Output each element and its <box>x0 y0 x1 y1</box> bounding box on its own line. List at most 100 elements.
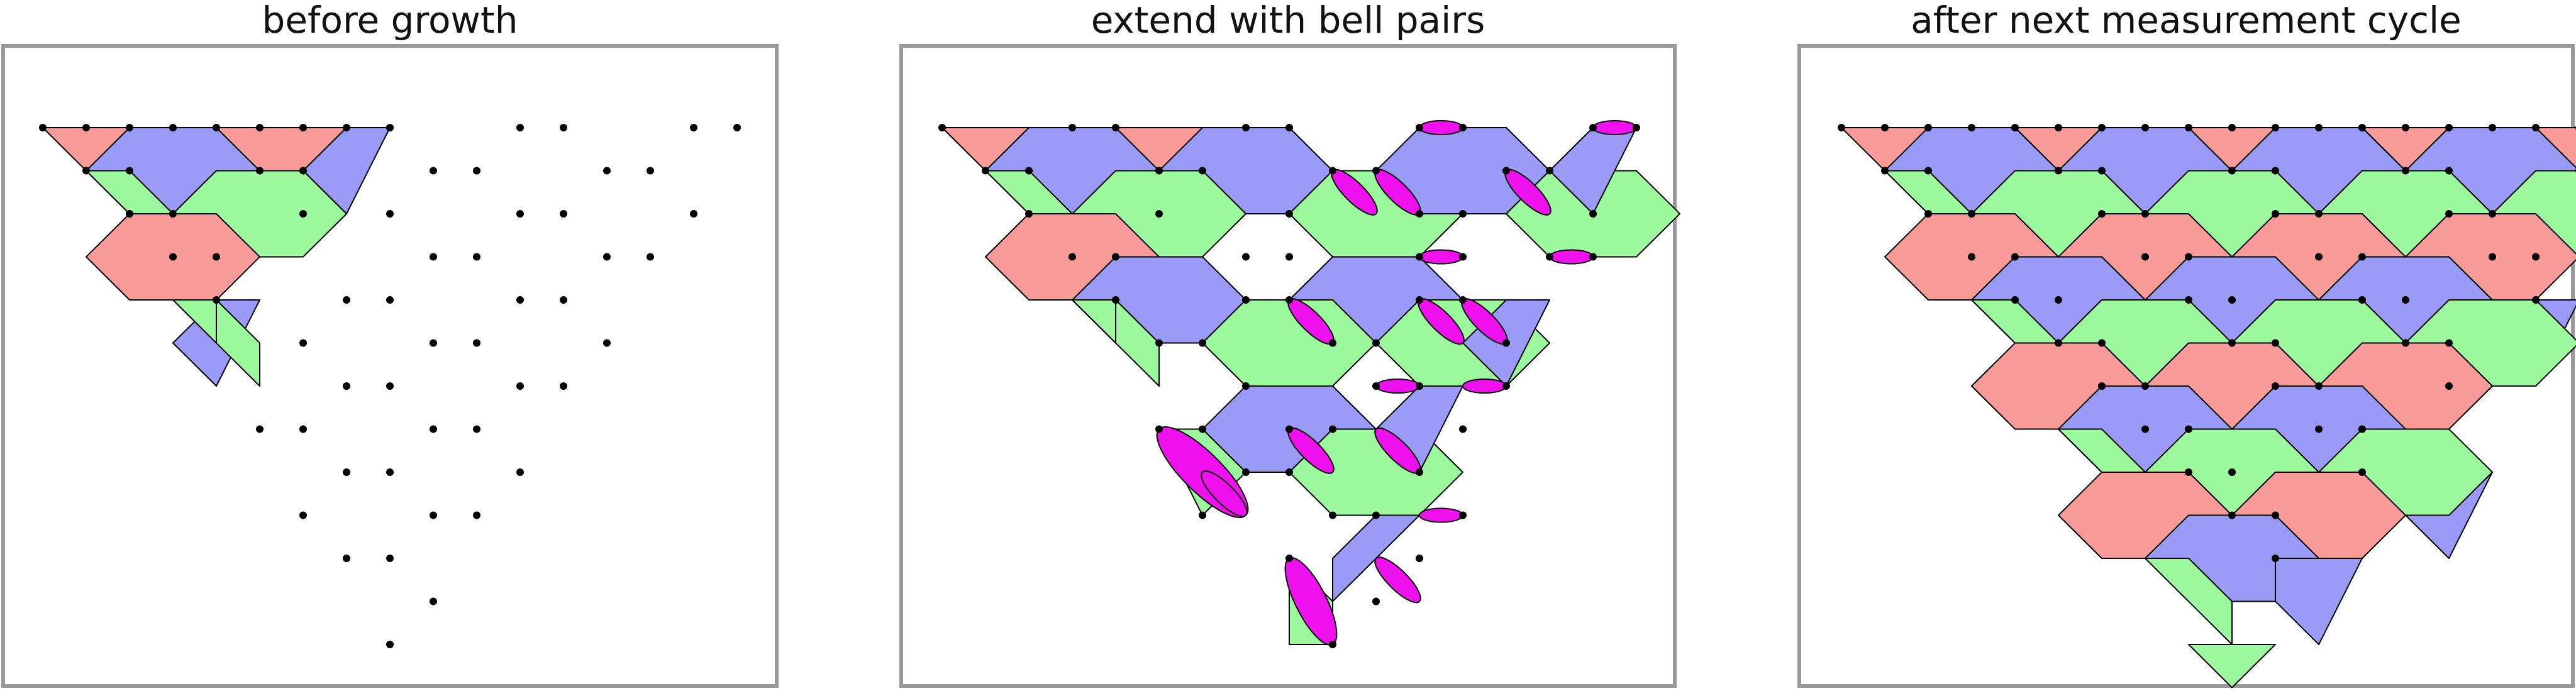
qubit-vertex <box>2272 511 2279 519</box>
qubit-vertex <box>343 555 350 562</box>
qubit-vertex <box>2141 124 2149 131</box>
qubit-vertex <box>1199 425 1206 433</box>
qubit-vertex <box>2358 253 2366 261</box>
qubit-vertex <box>1968 124 1975 131</box>
qubit-vertex <box>1069 124 1076 131</box>
qubit-vertex <box>2228 511 2236 519</box>
qubit-vertex <box>1416 468 1423 476</box>
qubit-vertex <box>1459 210 1467 218</box>
qubit-vertex <box>1372 339 1380 347</box>
qubit-vertex <box>1924 210 1932 218</box>
bell-pair-lens <box>1375 378 1420 394</box>
qubit-vertex <box>126 210 133 218</box>
qubit-vertex <box>2141 425 2149 433</box>
qubit-vertex <box>2272 382 2279 390</box>
panel-title-extend-with-bell-pairs: extend with bell pairs <box>1091 0 1485 41</box>
qubit-vertex <box>2532 124 2540 131</box>
qubit-vertex <box>1025 210 1033 218</box>
qubit-vertex <box>1242 124 1250 131</box>
qubit-vertex <box>2098 382 2106 390</box>
qubit-vertex <box>647 253 654 261</box>
qubit-vertex <box>2358 425 2366 433</box>
qubit-vertex <box>2445 210 2453 218</box>
qubit-vertex <box>82 124 90 131</box>
qubit-vertex <box>2011 253 2019 261</box>
qubit-vertex <box>603 167 611 175</box>
qubit-vertex <box>1546 167 1553 175</box>
qubit-vertex <box>1112 296 1119 304</box>
qubit-vertex <box>560 382 567 390</box>
qubit-vertex <box>386 124 394 131</box>
qubit-vertex <box>2402 296 2409 304</box>
qubit-vertex <box>1329 167 1336 175</box>
qubit-vertex <box>982 167 989 175</box>
qubit-vertex <box>2098 167 2106 175</box>
qubit-vertex <box>2228 468 2236 476</box>
qubit-vertex <box>2228 167 2236 175</box>
qubit-vertex <box>299 339 307 347</box>
qubit-vertex <box>2272 124 2279 131</box>
qubit-vertex <box>473 339 480 347</box>
qubit-vertex <box>299 511 307 519</box>
qubit-vertex <box>1199 167 1206 175</box>
qubit-vertex <box>2272 210 2279 218</box>
qubit-vertex <box>1502 167 1510 175</box>
bell-pair-lens <box>1374 556 1421 604</box>
qubit-vertex <box>2358 468 2366 476</box>
qubit-vertex <box>1285 296 1293 304</box>
bell-pair-lens <box>1201 470 1248 517</box>
plaquette <box>2535 127 2576 169</box>
qubit-vertex <box>1459 296 1467 304</box>
qubit-vertex <box>39 124 47 131</box>
qubit-vertex <box>647 167 654 175</box>
qubit-vertex <box>1924 124 1932 131</box>
qubit-vertex <box>213 296 220 304</box>
qubit-vertex <box>733 124 741 131</box>
qubit-vertex <box>213 253 220 261</box>
qubit-vertex <box>2358 296 2366 304</box>
qubit-vertex <box>2445 124 2453 131</box>
qubit-vertex <box>2055 124 2062 131</box>
qubit-vertex <box>2141 382 2149 390</box>
qubit-vertex <box>169 253 177 261</box>
qubit-vertex <box>1242 382 1250 390</box>
qubit-vertex <box>1416 296 1423 304</box>
qubit-vertex <box>1416 253 1423 261</box>
qubit-vertex <box>430 167 437 175</box>
qubit-vertex <box>2315 425 2323 433</box>
qubit-vertex <box>516 296 524 304</box>
qubit-vertex <box>126 124 133 131</box>
plaquette <box>2145 558 2233 645</box>
qubit-vertex <box>2445 382 2453 390</box>
qubit-vertex <box>560 210 567 218</box>
qubit-vertex <box>1025 167 1033 175</box>
qubit-vertex <box>2228 339 2236 347</box>
qubit-vertex <box>386 296 394 304</box>
qubit-vertex <box>1329 511 1336 519</box>
qubit-vertex <box>1329 641 1336 648</box>
qubit-vertex <box>256 425 264 433</box>
qubit-vertex <box>299 124 307 131</box>
qubit-vertex <box>2185 253 2192 261</box>
qubit-vertex <box>2098 210 2106 218</box>
qubit-vertex <box>386 641 394 648</box>
qubit-vertex <box>1459 253 1467 261</box>
qubit-vertex <box>430 511 437 519</box>
qubit-vertex <box>2098 339 2106 347</box>
qubit-vertex <box>603 339 611 347</box>
qubit-vertex <box>386 210 394 218</box>
qubit-vertex <box>169 124 177 131</box>
qubit-vertex <box>2489 210 2496 218</box>
qubit-vertex <box>2402 339 2409 347</box>
plaquette <box>172 299 217 344</box>
qubit-vertex <box>2228 296 2236 304</box>
qubit-vertex <box>1589 124 1597 131</box>
qubit-vertex <box>2141 253 2149 261</box>
qubit-vertex <box>1416 555 1423 562</box>
bell-pair-lens <box>1419 249 1463 265</box>
qubit-vertex <box>1285 468 1293 476</box>
bell-pair-lens <box>1592 119 1637 136</box>
qubit-vertex <box>343 468 350 476</box>
qubit-vertex <box>1242 296 1250 304</box>
qubit-vertex <box>1285 555 1293 562</box>
